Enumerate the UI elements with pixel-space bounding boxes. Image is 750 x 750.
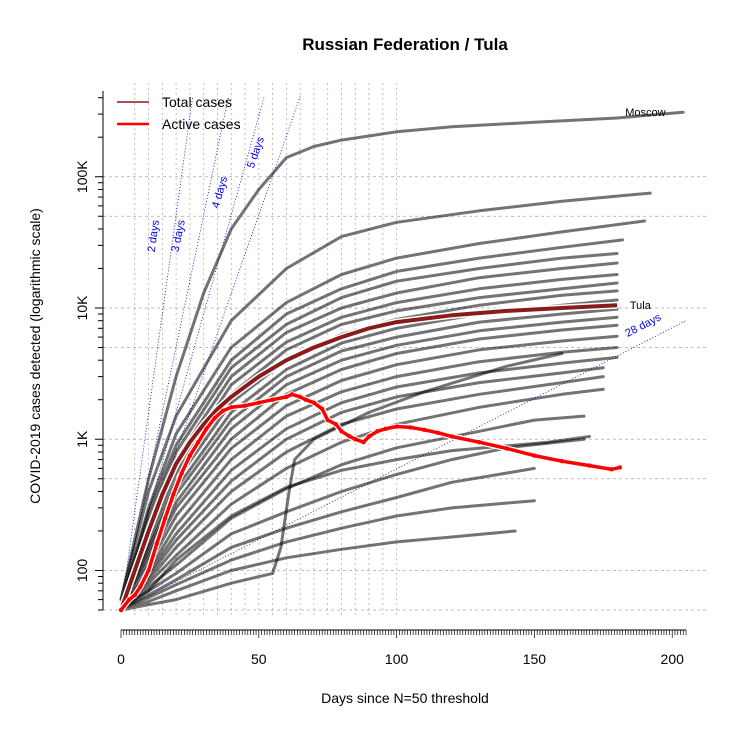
legend: Total cases Active cases xyxy=(117,94,241,132)
active-cases-point xyxy=(532,453,537,458)
background-series-line xyxy=(119,352,564,612)
chart-title: Russian Federation / Tula xyxy=(302,35,508,54)
y-tick-label: 10K xyxy=(74,295,90,321)
background-series-line xyxy=(119,110,685,602)
active-cases-point xyxy=(303,397,308,402)
active-cases-point xyxy=(162,516,168,521)
region-label-moscow: Moscow xyxy=(625,107,665,119)
reference-line-4-days xyxy=(120,96,265,611)
active-cases-point xyxy=(361,439,366,445)
highlight-series-group xyxy=(117,301,623,613)
annotations: Moscow Tula xyxy=(625,107,665,312)
active-cases-point xyxy=(559,459,565,464)
active-cases-point xyxy=(504,446,510,451)
active-cases-point xyxy=(339,429,344,434)
background-series-line xyxy=(119,252,619,607)
y-axis-label: COVID-2019 cases detected (logarithmic s… xyxy=(27,208,43,504)
active-cases-point xyxy=(319,406,325,412)
background-series-line xyxy=(119,191,652,602)
y-tick-label: 100K xyxy=(74,160,90,193)
active-cases-point xyxy=(477,439,482,445)
active-cases-point xyxy=(284,394,289,400)
active-cases-point xyxy=(179,471,184,476)
active-cases-point xyxy=(325,417,330,423)
active-cases-point xyxy=(146,568,151,573)
reference-line-label: 28 days xyxy=(623,311,663,339)
active-cases-point xyxy=(333,422,339,427)
reference-line-2-days xyxy=(120,96,194,611)
active-cases-point xyxy=(394,424,399,429)
active-cases-point xyxy=(118,607,124,613)
active-cases-point xyxy=(171,492,176,497)
active-cases-point xyxy=(127,597,132,602)
active-cases-point xyxy=(375,429,380,434)
active-cases-point xyxy=(212,415,217,421)
active-cases-point xyxy=(383,426,388,432)
active-cases-point xyxy=(353,437,358,442)
background-series-line xyxy=(119,466,536,610)
x-tick-label: 150 xyxy=(523,651,547,667)
x-tick-label: 100 xyxy=(385,651,409,667)
active-cases-point xyxy=(297,394,303,400)
active-cases-point xyxy=(408,425,413,430)
background-series-line xyxy=(119,355,619,610)
background-series-line xyxy=(119,499,536,610)
active-cases-point xyxy=(270,397,275,402)
active-cases-point xyxy=(204,426,209,432)
background-series-line xyxy=(119,238,625,607)
background-series-line xyxy=(119,387,605,610)
legend-total-label: Total cases xyxy=(162,94,232,110)
active-cases-point xyxy=(421,427,427,433)
active-cases-point xyxy=(187,453,193,458)
active-cases-point xyxy=(229,405,234,410)
active-cases-point xyxy=(138,584,143,590)
x-tick-label: 50 xyxy=(251,651,267,667)
y-tick-label: 1K xyxy=(74,430,90,448)
background-series-line xyxy=(119,529,517,610)
active-cases-point xyxy=(289,392,295,397)
background-series-line xyxy=(119,366,605,610)
background-series-line xyxy=(119,334,619,607)
active-cases-point xyxy=(256,400,262,405)
y-tick-label: 100 xyxy=(74,559,90,583)
active-cases-point xyxy=(366,434,372,439)
background-series-line xyxy=(119,219,647,607)
reference-line-label: 4 days xyxy=(210,175,230,210)
background-series-line xyxy=(119,281,619,607)
reference-line-label: 3 days xyxy=(170,218,188,253)
active-cases-point xyxy=(132,592,137,598)
total-cases-line xyxy=(119,303,618,611)
x-tick-label: 0 xyxy=(117,651,125,667)
background-series-group xyxy=(119,110,685,612)
active-cases-point xyxy=(195,439,201,445)
x-tick-label: 200 xyxy=(661,651,685,667)
active-cases-point xyxy=(347,434,352,439)
axes: 100 1K 10K 100K 0 50 100 150 200 xyxy=(74,91,687,667)
active-cases-point xyxy=(220,408,226,413)
active-cases-point xyxy=(435,430,441,435)
background-series-line xyxy=(119,437,586,610)
active-cases-point xyxy=(242,403,248,408)
region-label-tula: Tula xyxy=(630,300,652,312)
active-cases-point xyxy=(311,400,317,405)
active-cases-point xyxy=(617,465,623,470)
legend-active-label: Active cases xyxy=(162,116,241,132)
active-cases-point xyxy=(609,467,614,472)
active-cases-point xyxy=(587,463,592,468)
active-cases-point xyxy=(449,434,454,439)
x-axis-label: Days since N=50 threshold xyxy=(321,690,489,706)
reference-line-label: 2 days xyxy=(146,219,162,253)
active-cases-point xyxy=(154,541,160,546)
